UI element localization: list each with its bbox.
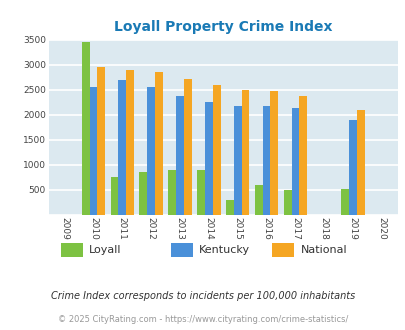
Bar [197, 170, 205, 214]
Bar [262, 106, 270, 214]
Bar [356, 110, 364, 214]
Bar [205, 102, 212, 214]
Bar [176, 96, 183, 214]
Bar [291, 108, 298, 214]
Bar [212, 84, 220, 214]
Text: National: National [300, 245, 346, 255]
Text: Kentucky: Kentucky [198, 245, 249, 255]
Bar [233, 106, 241, 214]
Bar [241, 89, 249, 214]
Bar [348, 119, 356, 214]
Title: Loyall Property Crime Index: Loyall Property Crime Index [114, 20, 332, 34]
Bar [139, 172, 147, 214]
Bar [226, 200, 233, 215]
Bar [110, 177, 118, 215]
Bar [168, 170, 176, 214]
Text: © 2025 CityRating.com - https://www.cityrating.com/crime-statistics/: © 2025 CityRating.com - https://www.city… [58, 315, 347, 324]
Bar [118, 80, 126, 214]
Bar [341, 189, 348, 214]
Bar [147, 87, 155, 214]
Bar [81, 42, 90, 215]
Text: Crime Index corresponds to incidents per 100,000 inhabitants: Crime Index corresponds to incidents per… [51, 291, 354, 301]
Bar [126, 70, 134, 214]
Bar [270, 90, 277, 214]
Text: Loyall: Loyall [89, 245, 122, 255]
Bar [254, 184, 262, 215]
Bar [183, 79, 191, 214]
Bar [97, 67, 105, 214]
Bar [283, 190, 291, 214]
Bar [90, 87, 97, 214]
Bar [298, 96, 306, 214]
Bar [155, 72, 162, 214]
